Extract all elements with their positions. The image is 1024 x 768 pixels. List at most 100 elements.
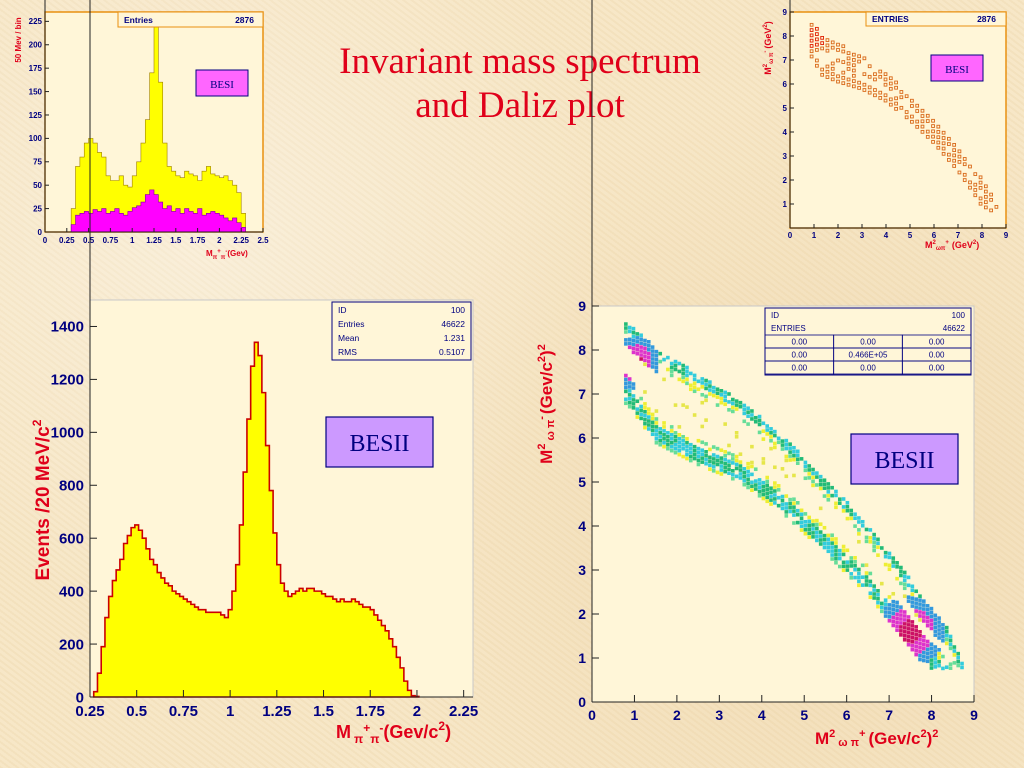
heatmap-cell xyxy=(719,472,724,476)
heatmap-cell xyxy=(677,436,682,441)
scatter-point xyxy=(809,33,814,38)
heatmap-cell xyxy=(826,482,831,486)
heatmap-cell xyxy=(853,524,857,528)
heatmap-cell xyxy=(895,576,899,581)
heatmap-cell xyxy=(841,552,846,557)
heatmap-cell xyxy=(643,342,647,347)
scatter-point xyxy=(815,26,819,31)
heatmap-cell xyxy=(769,446,773,451)
heatmap-cell xyxy=(834,493,838,498)
heatmap-cell xyxy=(696,387,701,392)
heatmap-cell xyxy=(746,473,750,478)
heatmap-cell xyxy=(669,448,674,453)
heatmap-cell xyxy=(784,446,789,451)
heatmap-cell xyxy=(646,419,651,423)
heatmap-cell xyxy=(711,389,716,394)
heatmap-cell xyxy=(922,634,926,639)
heatmap-cell xyxy=(646,347,651,352)
heatmap-cell xyxy=(692,381,697,386)
heatmap-cell xyxy=(929,666,934,670)
heatmap-cell xyxy=(750,484,754,489)
heatmap-cell xyxy=(795,457,800,462)
heatmap-cell xyxy=(906,595,911,599)
scatter-point xyxy=(836,42,840,47)
heatmap-cell xyxy=(624,385,628,390)
heatmap-cell xyxy=(792,513,796,517)
scatter-point xyxy=(899,90,904,94)
heatmap-cell xyxy=(780,498,785,503)
heatmap-cell xyxy=(803,464,808,469)
scatter-point xyxy=(894,80,898,85)
heatmap-cell xyxy=(822,541,827,546)
x-label-close: ) xyxy=(927,729,933,748)
heatmap-cell xyxy=(902,626,907,630)
scatter-point xyxy=(983,184,988,189)
scatter-point xyxy=(873,88,877,92)
x-tick-label: 1 xyxy=(130,236,135,245)
heatmap-cell xyxy=(761,457,766,461)
y-tick-label: 100 xyxy=(29,134,43,143)
heatmap-cell xyxy=(784,458,789,463)
heatmap-cell xyxy=(860,523,865,528)
heatmap-cell xyxy=(914,640,918,645)
heatmap-cell xyxy=(723,469,727,474)
y-tick-label: 7 xyxy=(578,386,586,402)
scatter-point xyxy=(836,48,840,52)
heatmap-cell xyxy=(834,501,838,506)
stats-grid-cell: 0.00 xyxy=(929,351,945,360)
heatmap-cell xyxy=(627,396,632,401)
y-tick-label: 7 xyxy=(783,56,788,65)
scatter-point xyxy=(904,115,909,120)
scatter-point xyxy=(820,67,825,72)
heatmap-cell xyxy=(658,442,663,447)
heatmap-cell xyxy=(918,610,922,614)
heatmap-cell xyxy=(719,460,724,464)
heatmap-cell xyxy=(922,654,926,659)
heatmap-cell xyxy=(773,441,777,446)
heatmap-cell xyxy=(635,343,640,348)
x-tick-label: 0.75 xyxy=(169,703,198,720)
heatmap-cell xyxy=(654,353,659,358)
x-tick-label: 1 xyxy=(812,231,817,240)
scatter-point xyxy=(830,77,835,82)
stats-grid-cell: 0.466E+05 xyxy=(849,351,888,360)
heatmap-cell xyxy=(650,349,655,353)
y-axis-label: 50 Mev / bin xyxy=(14,17,23,62)
heatmap-cell xyxy=(941,623,945,627)
heatmap-cell xyxy=(757,418,762,423)
heatmap-cell xyxy=(681,363,685,368)
heatmap-cell xyxy=(906,638,911,643)
heatmap-cell xyxy=(723,465,727,470)
heatmap-cell xyxy=(822,486,827,490)
scatter-point xyxy=(888,86,893,91)
heatmap-cell xyxy=(708,459,712,464)
heatmap-cell xyxy=(944,641,949,646)
y-tick-label: 800 xyxy=(59,478,84,495)
y-label-sup: 2 xyxy=(536,444,548,450)
scatter-point xyxy=(962,157,967,161)
scatter-point xyxy=(931,124,935,128)
scatter-point xyxy=(820,72,825,77)
heatmap-cell xyxy=(635,407,640,411)
stats-value: 46622 xyxy=(441,319,465,329)
heatmap-cell xyxy=(727,463,731,468)
scatter-point xyxy=(894,101,898,106)
scatter-point xyxy=(878,96,883,100)
heatmap-cell xyxy=(708,467,712,472)
scatter-point xyxy=(867,74,872,79)
heatmap-cell xyxy=(742,411,747,416)
heatmap-cell xyxy=(654,369,659,374)
x-tick-label: 2.5 xyxy=(257,236,269,245)
heatmap-cell xyxy=(738,472,743,476)
heatmap-cell xyxy=(731,405,735,410)
heatmap-cell xyxy=(700,424,705,429)
heatmap-cell xyxy=(753,479,758,483)
heatmap-cell xyxy=(723,461,727,466)
heatmap-cell xyxy=(723,422,727,426)
heatmap-cell xyxy=(773,445,777,450)
scatter-point xyxy=(978,196,983,201)
heatmap-cell xyxy=(669,433,674,437)
heatmap-cell xyxy=(902,618,907,622)
heatmap-cell xyxy=(849,512,854,517)
heatmap-cell xyxy=(639,353,643,357)
